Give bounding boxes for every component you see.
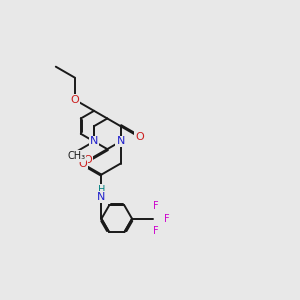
Text: F: F	[153, 201, 159, 212]
Text: O: O	[78, 158, 87, 169]
Text: O: O	[70, 95, 79, 105]
Text: CH₃: CH₃	[67, 151, 85, 161]
Text: H: H	[98, 185, 105, 195]
Text: F: F	[164, 214, 169, 224]
Text: N: N	[97, 192, 106, 202]
Text: N: N	[90, 136, 98, 146]
Text: F: F	[153, 226, 159, 236]
Text: O: O	[135, 132, 144, 142]
Text: N: N	[90, 136, 98, 146]
Text: N: N	[116, 136, 125, 146]
Text: O: O	[84, 155, 93, 165]
